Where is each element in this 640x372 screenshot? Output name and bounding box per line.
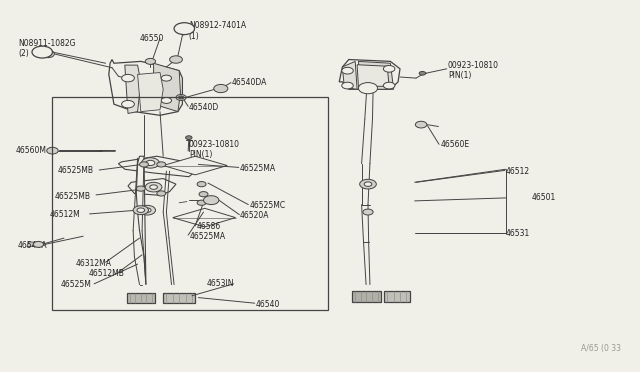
Text: 46525MC: 46525MC [250, 201, 285, 210]
Circle shape [47, 147, 58, 154]
Circle shape [161, 75, 172, 81]
Text: 46525MB: 46525MB [54, 192, 90, 201]
Circle shape [176, 94, 186, 100]
Circle shape [33, 241, 44, 247]
Text: 46531: 46531 [506, 229, 530, 238]
Circle shape [358, 83, 378, 94]
Circle shape [419, 71, 426, 75]
Circle shape [137, 208, 145, 212]
Text: 46512: 46512 [506, 167, 530, 176]
Circle shape [197, 200, 206, 205]
Text: 46525MA: 46525MA [240, 164, 276, 173]
Circle shape [150, 185, 157, 189]
Circle shape [139, 205, 156, 215]
Polygon shape [163, 293, 195, 303]
Text: 46512MB: 46512MB [88, 269, 124, 278]
Circle shape [383, 65, 395, 72]
Circle shape [122, 100, 134, 108]
Text: 4653IN: 4653IN [207, 279, 234, 288]
Text: 46525MB: 46525MB [58, 166, 93, 174]
Circle shape [136, 186, 145, 191]
Circle shape [32, 46, 52, 58]
Text: A/65 (0 33: A/65 (0 33 [581, 344, 621, 353]
Text: 46512M: 46512M [50, 210, 81, 219]
Circle shape [360, 179, 376, 189]
Circle shape [157, 191, 166, 196]
Text: 46560E: 46560E [440, 140, 470, 149]
Circle shape [146, 160, 155, 166]
Polygon shape [127, 293, 155, 303]
Circle shape [179, 96, 184, 99]
Circle shape [133, 206, 148, 215]
Circle shape [214, 84, 228, 93]
Circle shape [364, 182, 372, 186]
Circle shape [157, 162, 166, 167]
Circle shape [199, 192, 208, 197]
Circle shape [170, 56, 182, 63]
Polygon shape [352, 291, 381, 302]
Polygon shape [118, 156, 198, 177]
Polygon shape [384, 291, 410, 302]
Polygon shape [163, 156, 227, 175]
Polygon shape [173, 208, 236, 227]
Circle shape [122, 74, 134, 82]
Bar [52, 97, 328, 310]
Text: 46540D: 46540D [189, 103, 219, 112]
Text: N08911-1082G
(2): N08911-1082G (2) [18, 39, 76, 58]
Circle shape [186, 136, 192, 140]
Polygon shape [357, 65, 389, 86]
Polygon shape [339, 60, 400, 89]
Text: 46540A: 46540A [18, 241, 47, 250]
Text: 46560M: 46560M [16, 146, 47, 155]
Circle shape [145, 182, 162, 192]
Text: 46540DA: 46540DA [232, 78, 267, 87]
Text: N08912-7401A
(1): N08912-7401A (1) [189, 21, 246, 41]
Circle shape [143, 208, 151, 212]
Text: 00923-10810
PIN(1): 00923-10810 PIN(1) [189, 140, 240, 159]
Circle shape [145, 58, 156, 64]
Circle shape [197, 182, 206, 187]
Text: 46501: 46501 [531, 193, 556, 202]
Polygon shape [125, 65, 141, 113]
Text: 46550: 46550 [140, 34, 164, 43]
Polygon shape [128, 179, 176, 195]
Polygon shape [109, 60, 182, 115]
Polygon shape [138, 73, 163, 112]
Circle shape [342, 67, 353, 74]
Text: 46525M: 46525M [61, 280, 92, 289]
Text: 46586: 46586 [196, 222, 221, 231]
Polygon shape [358, 61, 394, 89]
Circle shape [383, 82, 395, 89]
Circle shape [174, 23, 195, 35]
Circle shape [161, 97, 172, 103]
Circle shape [415, 121, 427, 128]
Polygon shape [154, 63, 180, 112]
Circle shape [42, 50, 54, 58]
Polygon shape [136, 156, 146, 285]
Text: 46525MA: 46525MA [189, 232, 225, 241]
Polygon shape [27, 242, 44, 247]
Circle shape [363, 209, 373, 215]
Circle shape [204, 196, 219, 205]
Text: 46312MA: 46312MA [76, 259, 111, 267]
Text: N: N [181, 26, 188, 32]
Circle shape [342, 82, 353, 89]
Text: 46540: 46540 [256, 300, 280, 309]
Circle shape [141, 158, 159, 168]
Text: 00923-10810
PIN(1): 00923-10810 PIN(1) [448, 61, 499, 80]
Circle shape [140, 162, 148, 167]
Text: 46520A: 46520A [240, 211, 269, 220]
Text: N: N [39, 49, 45, 55]
Polygon shape [342, 61, 357, 89]
